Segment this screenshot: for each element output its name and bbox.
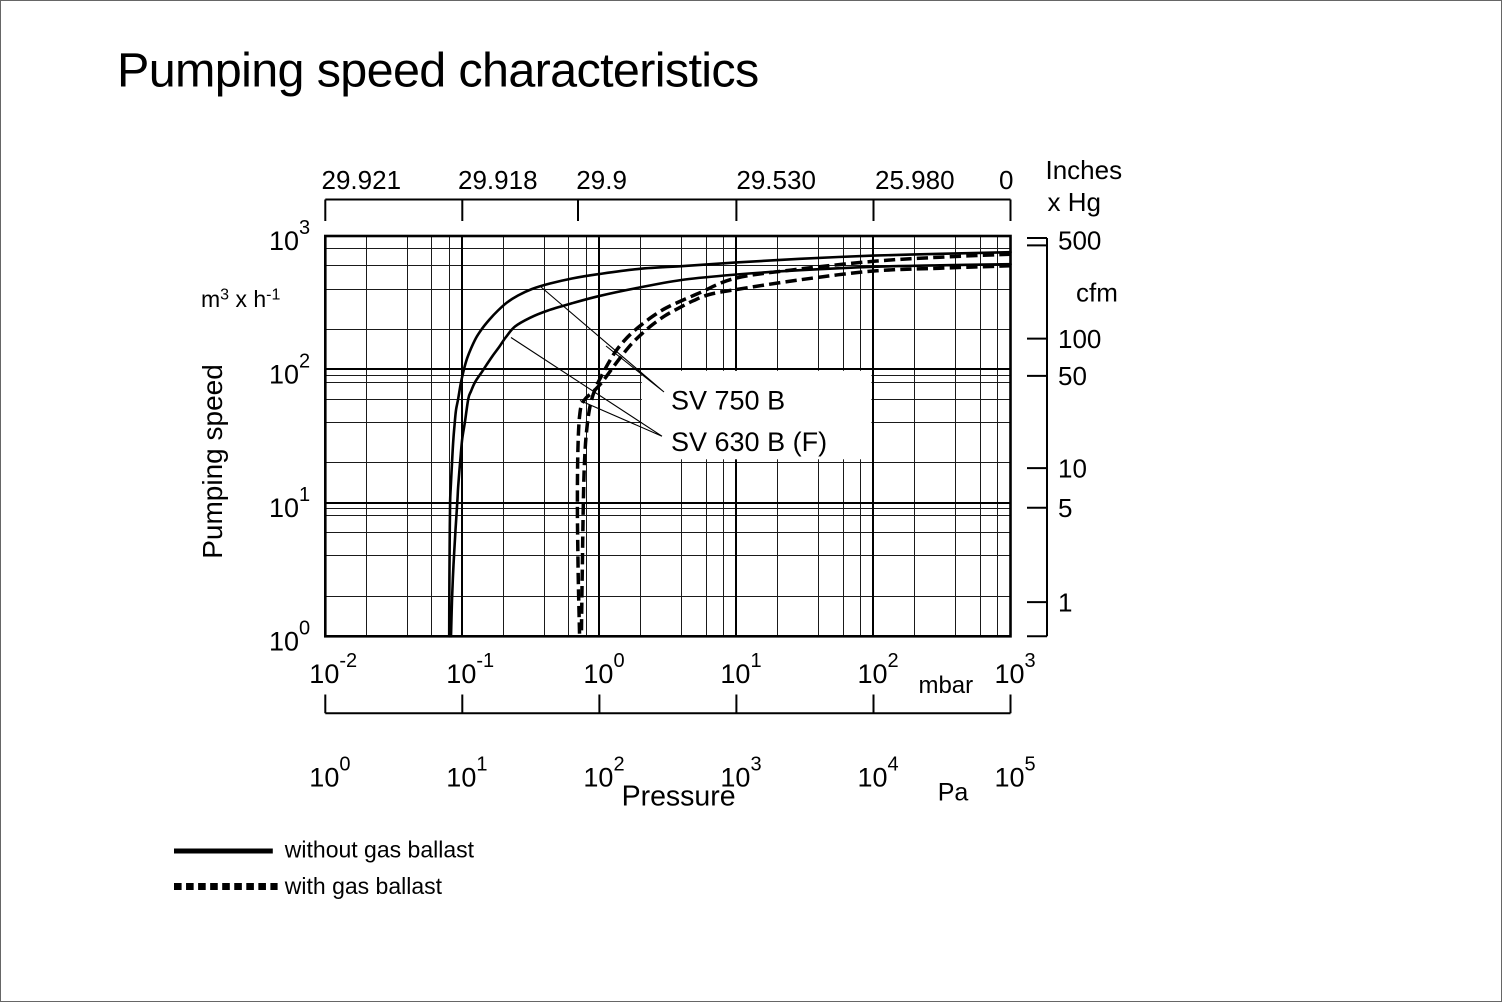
svg-text:Inches: Inches [1046, 155, 1123, 185]
svg-text:cfm: cfm [1076, 278, 1118, 308]
svg-text:25.980: 25.980 [875, 165, 955, 195]
svg-text:1: 1 [1058, 587, 1072, 617]
svg-text:50: 50 [1058, 361, 1087, 391]
svg-text:29.918: 29.918 [458, 165, 538, 195]
svg-text:100: 100 [1058, 324, 1101, 354]
svg-text:Pressure: Pressure [622, 781, 736, 813]
svg-text:without gas ballast: without gas ballast [284, 836, 475, 862]
svg-text:10: 10 [1058, 453, 1087, 483]
svg-text:SV 750 B: SV 750 B [671, 385, 785, 415]
svg-text:29.9: 29.9 [576, 165, 627, 195]
svg-text:SV 630 B (F): SV 630 B (F) [671, 427, 827, 457]
svg-text:with gas ballast: with gas ballast [284, 873, 443, 899]
svg-text:5: 5 [1058, 493, 1072, 523]
svg-text:Pa: Pa [938, 779, 969, 807]
svg-text:mbar: mbar [918, 672, 973, 699]
svg-text:29.921: 29.921 [322, 165, 402, 195]
svg-text:0: 0 [999, 165, 1013, 195]
svg-text:x Hg: x Hg [1048, 187, 1101, 217]
svg-text:Pumping speed characteristics: Pumping speed characteristics [117, 44, 759, 98]
svg-text:500: 500 [1058, 225, 1101, 255]
svg-text:29.530: 29.530 [736, 165, 816, 195]
svg-text:Pumping speed: Pumping speed [197, 364, 228, 559]
